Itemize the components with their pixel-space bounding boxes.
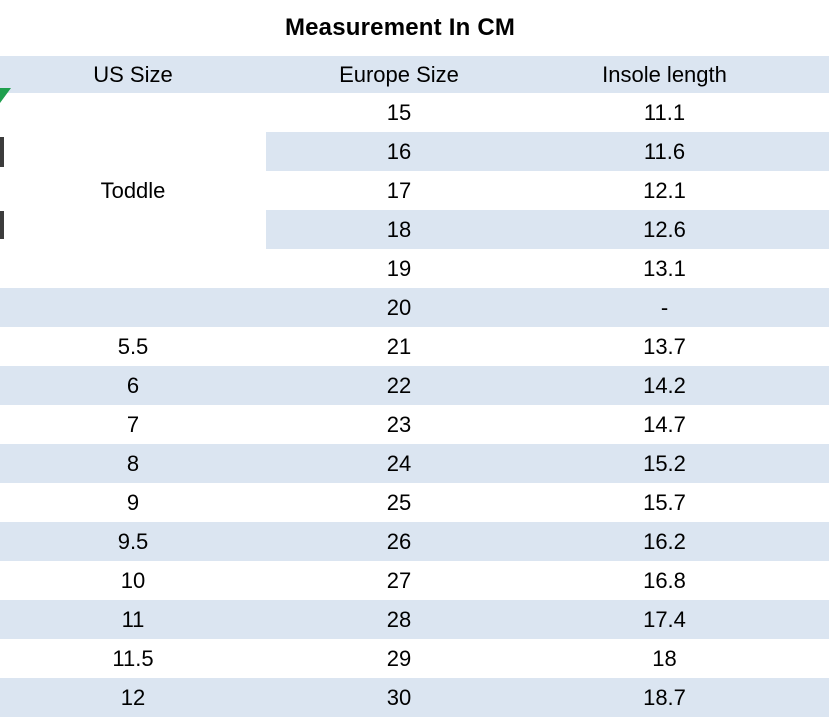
table-row: 9 25 15.7: [0, 483, 829, 522]
europe-size-cell: 24: [266, 444, 532, 483]
insole-length-cell: 16.2: [532, 522, 829, 561]
us-size-cell: 7: [126, 411, 140, 437]
insole-length-cell: 15.7: [643, 489, 686, 515]
table-row: 11.5 29 18: [0, 639, 829, 678]
insole-length-cell: 13.7: [643, 333, 686, 359]
europe-size-cell: 17: [386, 177, 412, 203]
europe-size-cell: 22: [266, 366, 532, 405]
table-row: 9.5 26 16.2: [0, 522, 829, 561]
insole-length-cell: 11.1: [643, 99, 686, 125]
insole-length-cell: 16.8: [643, 567, 686, 593]
table-row: Toddle 15 11.1: [0, 93, 829, 288]
table-row: 5.5 21 13.7: [0, 327, 829, 366]
europe-size-cell: 30: [266, 678, 532, 717]
insole-length-cell: -: [532, 288, 829, 327]
table-row: 18 12.6: [0, 210, 829, 249]
europe-size-cell: 26: [266, 522, 532, 561]
table-header-row: US Size Europe Size Insole length: [0, 56, 829, 93]
size-table: US Size Europe Size Insole length Toddle…: [0, 56, 829, 717]
us-size-cell: [0, 288, 266, 327]
table-row: 20-: [0, 288, 829, 327]
left-edge-artifact: [0, 211, 4, 239]
us-size-cell: 6: [0, 366, 266, 405]
table-row: 6 22 14.2: [0, 366, 829, 405]
insole-length-cell: 13.1: [643, 255, 686, 281]
us-size-cell: 8: [0, 444, 266, 483]
page-title: Measurement In CM: [284, 14, 516, 41]
europe-size-cell: 19: [386, 255, 412, 281]
europe-size-cell: 27: [386, 567, 412, 593]
table-row: 8 24 15.2: [0, 444, 829, 483]
us-size-cell: 11.5: [112, 645, 154, 671]
us-size-cell: 5.5: [117, 333, 149, 359]
europe-size-cell: 25: [386, 489, 412, 515]
europe-size-cell: 29: [386, 645, 412, 671]
insole-length-cell: 18.7: [532, 678, 829, 717]
europe-size-cell: 18: [266, 210, 532, 249]
insole-length-cell: 18: [652, 645, 677, 671]
insole-length-cell: 11.6: [532, 132, 829, 171]
us-size-cell: 9.5: [0, 522, 266, 561]
table-row: 7 23 14.7: [0, 405, 829, 444]
table-row: 19 13.1: [0, 249, 829, 288]
us-size-cell: 11: [0, 600, 266, 639]
table-row: 10 27 16.8: [0, 561, 829, 600]
insole-length-cell: 14.2: [532, 366, 829, 405]
insole-length-header: Insole length: [532, 56, 829, 93]
us-size-cell: 9: [126, 489, 140, 515]
europe-size-cell: 15: [386, 99, 412, 125]
insole-length-cell: 14.7: [643, 411, 686, 437]
size-table-body: Toddle 15 11.1 16 11.6 17 12.1 18 12.6 19 13.1 20-5…: [0, 93, 829, 717]
us-size-cell: Toddle: [0, 93, 266, 288]
europe-size-cell: 28: [266, 600, 532, 639]
left-edge-artifact: [0, 137, 4, 167]
europe-size-header: Europe Size: [266, 56, 532, 93]
insole-length-cell: 15.2: [532, 444, 829, 483]
table-row: 17 12.1: [0, 171, 829, 210]
us-size-cell: 10: [120, 567, 146, 593]
europe-size-cell: 16: [266, 132, 532, 171]
insole-length-cell: 12.1: [643, 177, 686, 203]
us-size-cell: 12: [0, 678, 266, 717]
us-size-header: US Size: [0, 56, 266, 93]
insole-length-cell: 12.6: [532, 210, 829, 249]
table-row: 11 28 17.4: [0, 600, 829, 639]
europe-size-cell: 20: [266, 288, 532, 327]
insole-length-cell: 17.4: [532, 600, 829, 639]
green-corner-artifact: [0, 88, 11, 103]
table-row: 12 30 18.7: [0, 678, 829, 717]
table-row: 16 11.6: [0, 132, 829, 171]
europe-size-cell: 21: [386, 333, 412, 359]
europe-size-cell: 23: [386, 411, 412, 437]
